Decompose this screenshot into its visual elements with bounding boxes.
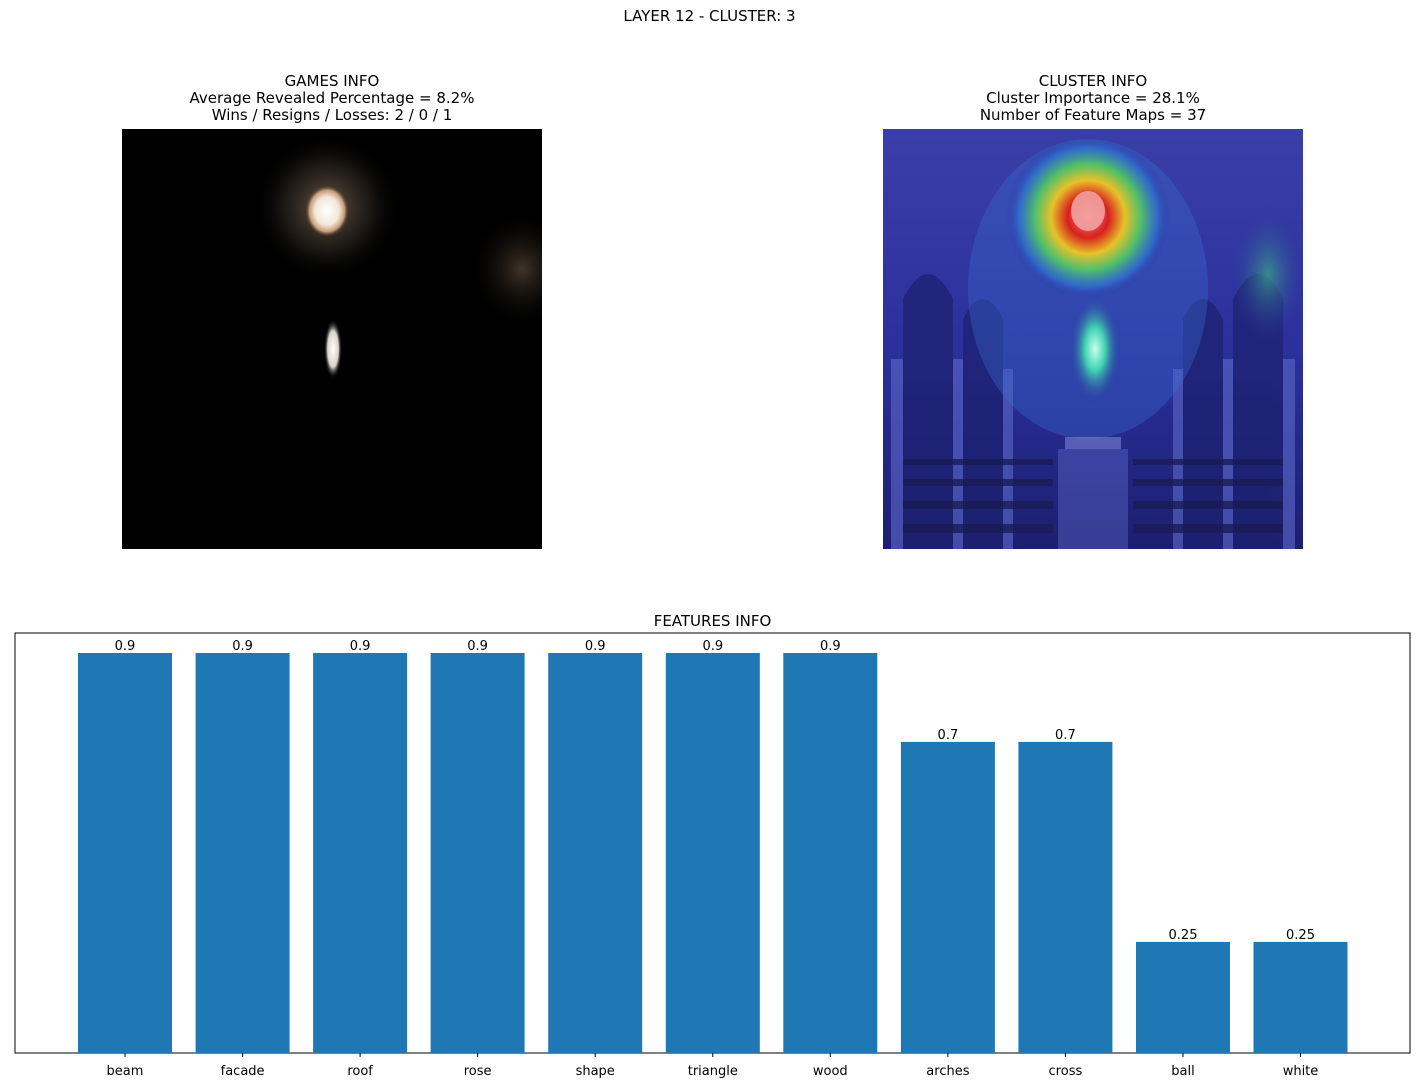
bar-cross <box>1018 741 1113 1053</box>
value-label-triangle: 0.9 <box>702 639 723 654</box>
value-label-facade: 0.9 <box>232 639 253 654</box>
x-tick-label-white: white <box>1283 1064 1319 1079</box>
cluster-heatmap-image <box>883 129 1303 549</box>
value-label-arches: 0.7 <box>938 728 959 743</box>
x-tick-label-rose: rose <box>464 1064 492 1079</box>
bar-ball <box>1136 941 1230 1053</box>
games-info-title: GAMES INFO Average Revealed Percentage =… <box>102 73 562 124</box>
games-info-heading: GAMES INFO <box>284 72 380 90</box>
value-label-white: 0.25 <box>1286 928 1315 943</box>
x-tick-label-arches: arches <box>926 1064 969 1079</box>
features-info-title: FEATURES INFO <box>653 612 772 630</box>
bar-shape <box>548 653 643 1053</box>
value-label-rose: 0.9 <box>467 639 488 654</box>
value-label-beam: 0.9 <box>115 639 136 654</box>
value-label-roof: 0.9 <box>350 639 371 654</box>
bar-beam <box>78 653 172 1053</box>
bar-triangle <box>665 653 760 1053</box>
value-label-cross: 0.7 <box>1055 728 1076 743</box>
bar-wood <box>783 653 878 1053</box>
revealed-game-image <box>122 129 542 549</box>
x-tick-label-cross: cross <box>1049 1064 1083 1079</box>
bar-arches <box>900 741 995 1053</box>
bar-facade <box>195 653 290 1053</box>
x-tick-label-ball: ball <box>1171 1064 1194 1079</box>
bar-roof <box>313 653 408 1053</box>
bar-white <box>1253 941 1348 1053</box>
figure-title: LAYER 12 - CLUSTER: 3 <box>623 7 796 25</box>
value-label-wood: 0.9 <box>820 639 841 654</box>
x-tick-label-shape: shape <box>576 1064 615 1079</box>
cluster-importance: Cluster Importance = 28.1% <box>986 89 1200 107</box>
average-revealed-percentage: Average Revealed Percentage = 8.2% <box>189 89 475 107</box>
cluster-info-heading: CLUSTER INFO <box>1038 72 1148 90</box>
number-of-feature-maps: Number of Feature Maps = 37 <box>979 106 1207 124</box>
x-tick-label-facade: facade <box>221 1064 265 1079</box>
revealed-game-graphic <box>122 129 542 549</box>
x-tick-label-beam: beam <box>107 1064 144 1079</box>
x-tick-label-roof: roof <box>347 1064 373 1079</box>
cluster-heatmap-graphic <box>883 129 1303 549</box>
x-tick-label-wood: wood <box>813 1064 848 1079</box>
bar-rose <box>430 653 525 1053</box>
x-tick-label-triangle: triangle <box>688 1064 738 1079</box>
value-label-ball: 0.25 <box>1169 928 1198 943</box>
cluster-info-title: CLUSTER INFO Cluster Importance = 28.1% … <box>863 73 1323 124</box>
wins-resigns-losses: Wins / Resigns / Losses: 2 / 0 / 1 <box>211 106 453 124</box>
value-label-shape: 0.9 <box>585 639 606 654</box>
